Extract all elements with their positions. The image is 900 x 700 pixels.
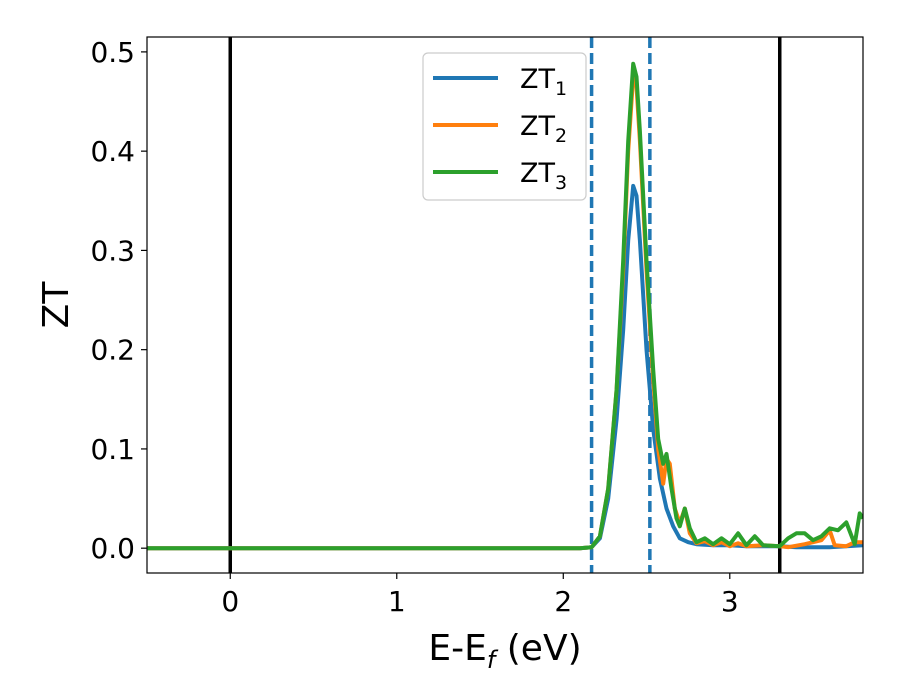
x-axis-label: E-Ef (eV) — [428, 628, 581, 674]
y-tick-label: 0.3 — [90, 234, 135, 267]
legend-label-zt3: ZT3 — [520, 158, 567, 194]
y-tick-label: 0.0 — [90, 532, 135, 565]
series-line-zt1 — [147, 183, 863, 551]
x-axis-label-unit: (eV) — [495, 628, 581, 669]
y-tick-label: 0.5 — [90, 36, 135, 69]
x-tick-label: 0 — [221, 585, 239, 618]
y-tick-label: 0.1 — [90, 433, 135, 466]
x-tick-label: 1 — [388, 585, 406, 618]
y-tick-label: 0.2 — [90, 334, 135, 367]
y-tick-label: 0.4 — [90, 135, 135, 168]
legend: ZT1 ZT2 ZT3 — [422, 52, 587, 201]
legend-label-zt2: ZT2 — [520, 111, 567, 147]
x-tick-label: 2 — [554, 585, 572, 618]
series-line-zt3 — [147, 61, 863, 551]
y-axis-label: ZT — [36, 281, 77, 329]
x-tick-label: 3 — [721, 585, 739, 618]
plot-area — [147, 37, 863, 573]
x-axis-label-main: E-E — [428, 628, 486, 669]
axes: 0 1 2 3 0.0 0.1 0.2 0.3 0.4 0.5 — [90, 36, 864, 618]
legend-box — [422, 52, 587, 201]
plot-frame — [146, 36, 864, 574]
legend-label-zt1: ZT1 — [520, 64, 567, 100]
